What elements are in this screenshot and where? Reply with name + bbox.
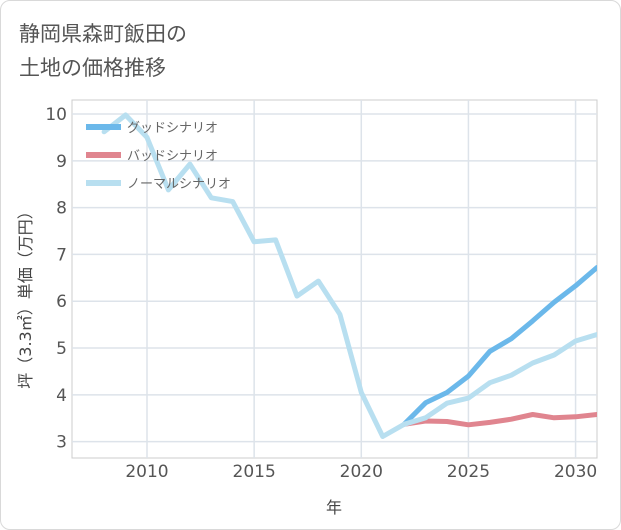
chart-title: 静岡県森町飯田の 土地の価格推移 xyxy=(19,22,187,80)
y-tick-label-5: 8 xyxy=(56,199,67,219)
y-tick-label-2: 5 xyxy=(56,339,67,359)
series-line-2 xyxy=(101,112,597,439)
grid-lines xyxy=(72,100,597,458)
series-line-0 xyxy=(401,265,597,427)
y-axis-label: 坪（3.3㎡）単価（万円） xyxy=(16,203,35,388)
plot-area xyxy=(71,99,598,459)
x-tick-label-3: 2025 xyxy=(447,462,490,482)
series-lines xyxy=(101,112,597,439)
x-tick-label-2: 2020 xyxy=(340,462,383,482)
y-tick-label-3: 6 xyxy=(56,292,67,312)
y-tick-label-4: 7 xyxy=(56,245,67,265)
legend-label-1: バッドシナリオ xyxy=(127,149,218,164)
y-tick-label-6: 9 xyxy=(56,152,67,172)
x-tick-label-4: 2030 xyxy=(554,462,597,482)
x-tick-labels: 2010 2015 2020 2025 2030 xyxy=(125,462,597,482)
y-tick-label-1: 4 xyxy=(56,386,67,406)
series-line-1 xyxy=(401,412,597,428)
x-axis-label: 年 xyxy=(326,498,342,517)
y-tick-label-0: 3 xyxy=(56,433,67,453)
y-tick-label-7: 10 xyxy=(45,105,67,125)
y-tick-labels: 3 4 5 6 7 8 9 10 xyxy=(45,105,67,453)
x-tick-label-0: 2010 xyxy=(125,462,168,482)
x-tick-label-1: 2015 xyxy=(233,462,276,482)
legend-label-2: ノーマルシナリオ xyxy=(127,177,231,192)
legend-label-0: グッドシナリオ xyxy=(127,121,218,136)
